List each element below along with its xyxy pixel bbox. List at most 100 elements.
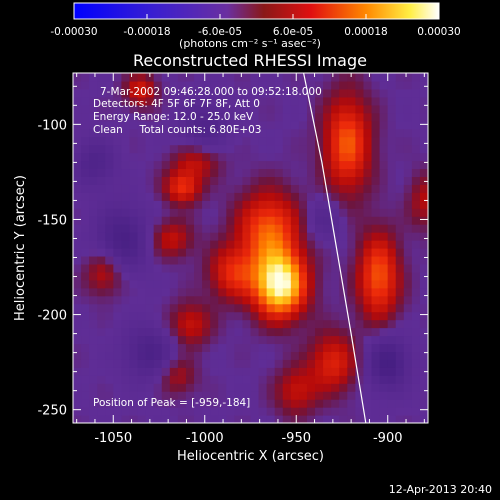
heatmap-cell [210,303,219,313]
heatmap-cell [226,160,235,170]
heatmap-cell [395,279,405,289]
heatmap-cell [185,359,195,368]
heatmap-cell [234,208,244,217]
heatmap-cell [210,367,219,376]
heatmap-cell [274,232,284,241]
heatmap-cell [234,240,244,249]
heatmap-cell [266,240,276,249]
heatmap-cell [177,184,187,193]
heatmap-cell [315,327,324,337]
heatmap-cell [298,80,308,90]
heatmap-cell [89,240,98,249]
heatmap-cell [161,144,171,154]
heatmap-cell [226,383,235,392]
heatmap-cell [113,168,123,177]
heatmap-cell [161,335,171,345]
heatmap-cell [121,176,131,185]
heatmap-cell [371,200,381,209]
heatmap-cell [323,104,332,114]
heatmap-cell [323,152,332,162]
heatmap-cell [323,240,332,249]
heatmap-cell [218,303,227,313]
heatmap-cell [258,367,268,376]
heatmap-cell [395,192,405,201]
x-axis-label: Heliocentric X (arcsec) [177,449,324,464]
heatmap-cell [347,271,356,281]
heatmap-cell [202,128,211,138]
heatmap-cell [202,375,211,384]
heatmap-cell [129,80,139,90]
heatmap-cell [274,176,284,185]
heatmap-cell [323,120,332,130]
heatmap-cell [258,120,268,130]
heatmap-cell [355,367,365,376]
heatmap-cell [105,104,114,114]
heatmap-cell [298,407,308,416]
heatmap-cell [202,80,211,90]
heatmap-cell [339,160,348,170]
heatmap-cell [355,343,365,352]
heatmap-cell [194,80,203,90]
heatmap-cell [177,208,187,217]
heatmap-cell [323,168,332,177]
heatmap-cell [274,287,284,297]
heatmap-cell [169,367,179,376]
heatmap-cell [371,248,381,257]
heatmap-cell [323,279,332,289]
heatmap-cell [290,200,300,209]
heatmap-cell [113,271,123,281]
heatmap-cell [411,287,421,297]
heatmap-cell [185,208,195,217]
heatmap-cell [81,240,90,249]
heatmap-cell [298,232,308,241]
heatmap-cell [379,136,389,146]
heatmap-cell [331,263,340,273]
heatmap-cell [177,120,187,130]
heatmap-cell [306,255,316,265]
heatmap-cell [387,88,397,98]
heatmap-cell [419,184,428,193]
heatmap-cell [210,184,219,193]
heatmap-cell [290,96,300,106]
heatmap-cell [161,303,171,313]
heatmap-cell [403,375,413,384]
heatmap-cell [145,224,155,233]
heatmap-cell [210,359,219,368]
heatmap-cell [274,263,284,273]
heatmap-cell [347,415,356,423]
heatmap-cell [73,287,82,297]
heatmap-cell [121,152,131,162]
heatmap-cell [202,415,211,423]
heatmap-cell [306,303,316,313]
heatmap-cell [387,240,397,249]
heatmap-cell [306,96,316,106]
heatmap-cell [169,351,179,360]
heatmap-cell [129,375,139,384]
heatmap-cell [194,343,203,352]
heatmap-cell [73,144,82,154]
heatmap-cell [306,120,316,130]
heatmap-cell [323,88,332,98]
heatmap-cell [161,112,171,122]
heatmap-cell [129,192,139,201]
heatmap-cell [89,136,98,146]
heatmap-cell [177,327,187,337]
heatmap-cell [411,351,421,360]
heatmap-cell [371,192,381,201]
heatmap-cell [282,200,292,209]
heatmap-cell [403,279,413,289]
heatmap-cell [298,359,308,368]
heatmap-cell [153,240,163,249]
heatmap-cell [129,224,139,233]
heatmap-cell [331,391,340,400]
heatmap-cell [81,391,90,400]
heatmap-cell [315,96,324,106]
heatmap-cell [347,152,356,162]
heatmap-cell [339,104,348,114]
heatmap-cell [242,136,252,146]
heatmap-cell [137,311,147,321]
heatmap-cell [161,255,171,265]
heatmap-cell [379,255,389,265]
heatmap-cell [298,112,308,122]
heatmap-cell [347,295,356,305]
